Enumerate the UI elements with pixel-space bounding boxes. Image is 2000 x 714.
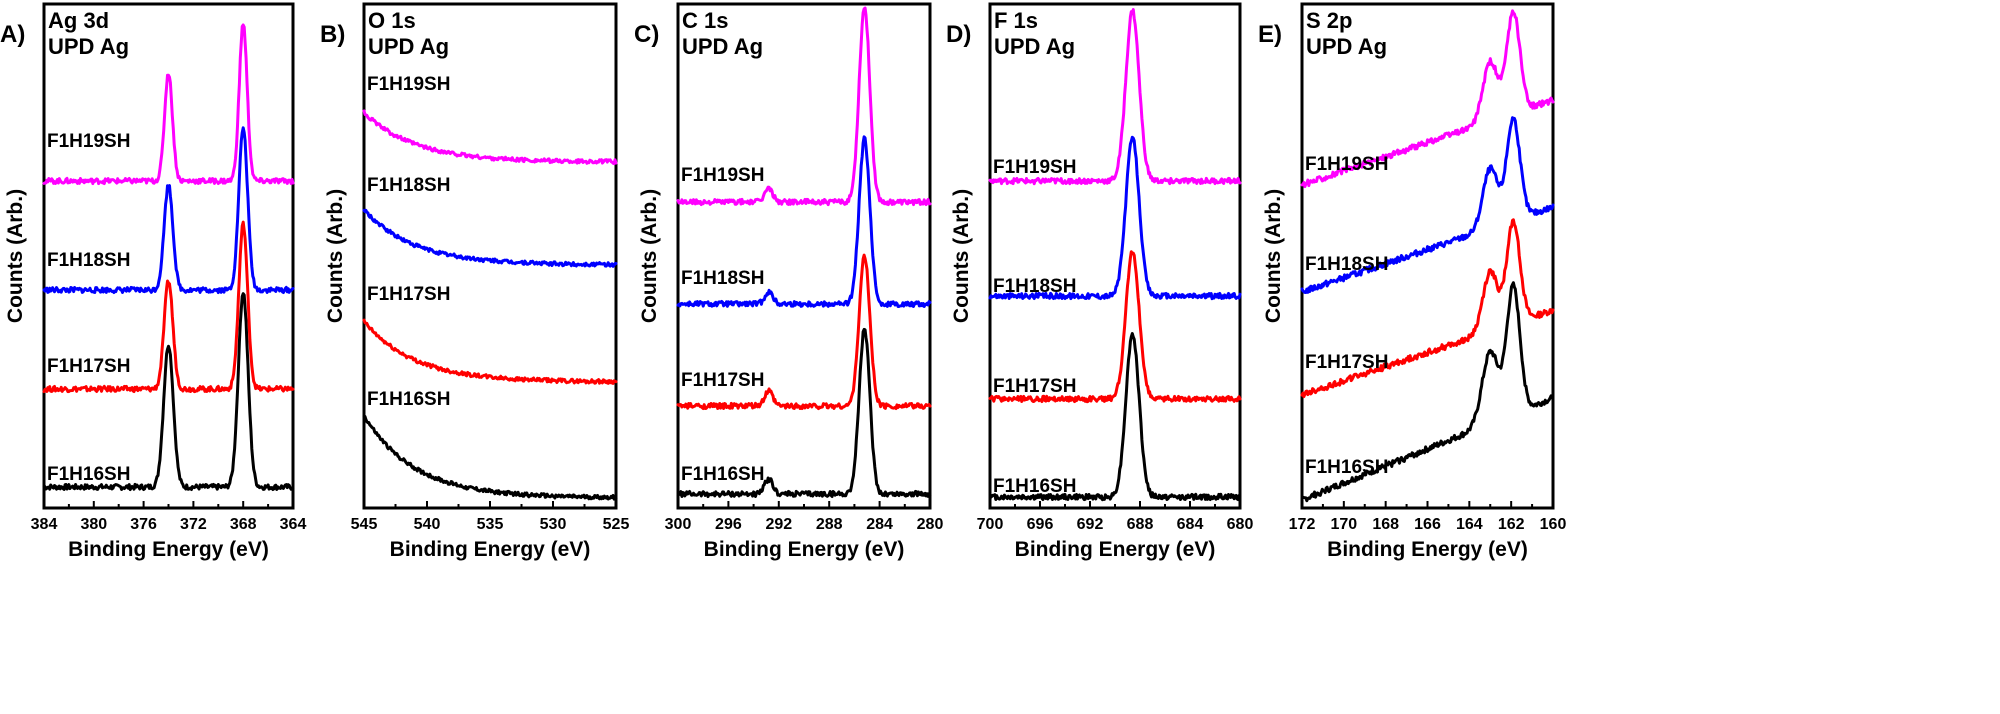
series-label: F1H17SH bbox=[681, 370, 764, 391]
x-tick-label: 166 bbox=[1414, 516, 1441, 533]
panel-title: Ag 3d bbox=[48, 8, 109, 33]
panel-letter: C) bbox=[634, 21, 659, 48]
series-label: F1H19SH bbox=[681, 165, 764, 186]
panel-title: O 1s bbox=[368, 8, 416, 33]
x-tick-label: 525 bbox=[603, 516, 630, 533]
series-label: F1H16SH bbox=[367, 389, 450, 410]
panel-letter: B) bbox=[320, 21, 345, 48]
panel-letter: A) bbox=[0, 21, 25, 48]
panel-subtitle: UPD Ag bbox=[368, 34, 449, 59]
series-line-f1h17sh bbox=[988, 250, 1242, 404]
x-axis-label: Binding Energy (eV) bbox=[704, 538, 905, 561]
series-line-f1h19sh bbox=[988, 8, 1242, 186]
x-tick-label: 380 bbox=[80, 516, 107, 533]
series-line-f1h17sh bbox=[1300, 218, 1555, 399]
series-label: F1H18SH bbox=[681, 268, 764, 289]
series-label: F1H17SH bbox=[47, 356, 130, 377]
series-label: F1H18SH bbox=[367, 175, 450, 196]
x-tick-label: 296 bbox=[715, 516, 742, 533]
x-tick-label: 372 bbox=[180, 516, 207, 533]
series-line-f1h16sh bbox=[676, 327, 932, 499]
panel-letter: E) bbox=[1258, 21, 1282, 48]
series-label: F1H19SH bbox=[47, 131, 130, 152]
panel-subtitle: UPD Ag bbox=[48, 34, 129, 59]
series-label: F1H19SH bbox=[993, 157, 1076, 178]
series-label: F1H17SH bbox=[367, 284, 450, 305]
x-tick-label: 168 bbox=[1372, 516, 1399, 533]
series-label: F1H17SH bbox=[993, 376, 1076, 397]
series-label: F1H16SH bbox=[993, 476, 1076, 497]
x-tick-label: 162 bbox=[1498, 516, 1525, 533]
panel-subtitle: UPD Ag bbox=[682, 34, 763, 59]
series-label: F1H18SH bbox=[993, 276, 1076, 297]
series-line-f1h18sh bbox=[988, 135, 1242, 301]
x-tick-label: 684 bbox=[1177, 516, 1204, 533]
x-tick-label: 540 bbox=[414, 516, 441, 533]
series-label: F1H19SH bbox=[367, 74, 450, 95]
x-tick-label: 172 bbox=[1289, 516, 1316, 533]
x-tick-label: 700 bbox=[977, 516, 1004, 533]
series-line-f1h17sh bbox=[362, 318, 618, 385]
series-label: F1H16SH bbox=[681, 464, 764, 485]
x-tick-label: 368 bbox=[230, 516, 257, 533]
series-line-f1h18sh bbox=[1300, 116, 1555, 294]
y-axis-label: Counts (Arb.) bbox=[1262, 189, 1285, 323]
x-tick-label: 288 bbox=[816, 516, 843, 533]
series-line-f1h16sh bbox=[1300, 281, 1555, 503]
panel-title: C 1s bbox=[682, 8, 728, 33]
series-line-f1h18sh bbox=[676, 135, 932, 308]
x-tick-label: 280 bbox=[917, 516, 944, 533]
panel-subtitle: UPD Ag bbox=[994, 34, 1075, 59]
x-tick-label: 692 bbox=[1077, 516, 1104, 533]
series-line-f1h18sh bbox=[42, 126, 295, 295]
x-tick-label: 680 bbox=[1227, 516, 1254, 533]
series-line-f1h17sh bbox=[676, 253, 932, 411]
series-label: F1H16SH bbox=[47, 464, 130, 485]
x-tick-label: 284 bbox=[866, 516, 893, 533]
y-axis-label: Counts (Arb.) bbox=[324, 189, 347, 323]
series-line-f1h16sh bbox=[988, 332, 1242, 502]
series-line-f1h16sh bbox=[362, 414, 618, 501]
x-tick-label: 384 bbox=[31, 516, 58, 533]
panel-frame-2 bbox=[676, 2, 932, 510]
series-line-f1h19sh bbox=[1300, 9, 1555, 189]
y-axis-label: Counts (Arb.) bbox=[4, 189, 27, 323]
series-label: F1H18SH bbox=[1305, 254, 1388, 275]
x-tick-label: 300 bbox=[665, 516, 692, 533]
panel-frame-3 bbox=[988, 2, 1242, 510]
series-line-f1h18sh bbox=[362, 208, 618, 268]
x-tick-label: 164 bbox=[1456, 516, 1483, 533]
panel-subtitle: UPD Ag bbox=[1306, 34, 1387, 59]
y-axis-label: Counts (Arb.) bbox=[950, 189, 973, 323]
series-line-f1h19sh bbox=[676, 6, 932, 207]
x-axis-label: Binding Energy (eV) bbox=[390, 538, 591, 561]
x-tick-label: 364 bbox=[280, 516, 307, 533]
x-tick-label: 688 bbox=[1127, 516, 1154, 533]
y-axis-label: Counts (Arb.) bbox=[638, 189, 661, 323]
x-axis-label: Binding Energy (eV) bbox=[68, 538, 269, 561]
x-tick-label: 160 bbox=[1540, 516, 1567, 533]
x-tick-label: 696 bbox=[1027, 516, 1054, 533]
panel-letter: D) bbox=[946, 21, 971, 48]
x-axis-label: Binding Energy (eV) bbox=[1327, 538, 1528, 561]
series-line-f1h16sh bbox=[42, 292, 295, 492]
x-axis-label: Binding Energy (eV) bbox=[1015, 538, 1216, 561]
x-tick-label: 170 bbox=[1330, 516, 1357, 533]
series-line-f1h17sh bbox=[42, 220, 295, 394]
panel-title: F 1s bbox=[994, 8, 1038, 33]
x-tick-label: 376 bbox=[130, 516, 157, 533]
series-label: F1H17SH bbox=[1305, 352, 1388, 373]
panel-title: S 2p bbox=[1306, 8, 1352, 33]
x-tick-label: 545 bbox=[351, 516, 378, 533]
x-tick-label: 530 bbox=[540, 516, 567, 533]
series-line-f1h19sh bbox=[42, 23, 295, 186]
series-label: F1H18SH bbox=[47, 250, 130, 271]
x-tick-label: 535 bbox=[477, 516, 504, 533]
series-label: F1H19SH bbox=[1305, 154, 1388, 175]
x-tick-label: 292 bbox=[765, 516, 792, 533]
series-label: F1H16SH bbox=[1305, 457, 1388, 478]
series-line-f1h19sh bbox=[362, 109, 618, 166]
